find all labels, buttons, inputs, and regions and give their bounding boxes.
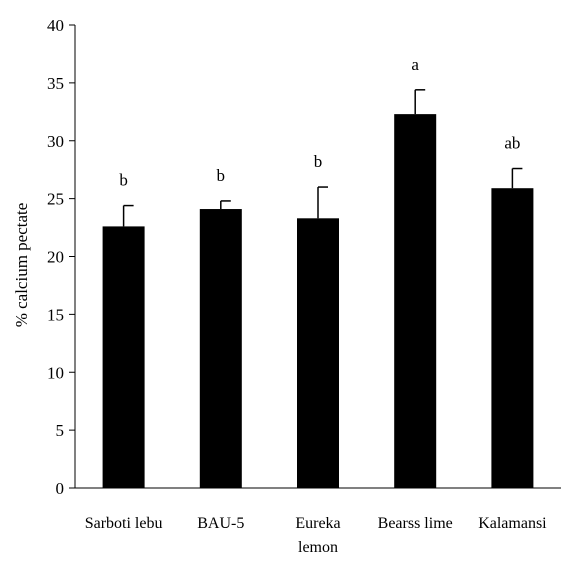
y-tick-label: 10 <box>47 363 64 382</box>
bar <box>491 188 534 488</box>
y-tick-label: 15 <box>47 305 64 324</box>
significance-label: ab <box>504 134 520 153</box>
y-tick-label: 25 <box>47 190 64 209</box>
significance-label: a <box>411 55 419 74</box>
y-tick-label: 40 <box>47 16 64 35</box>
bar <box>199 209 242 489</box>
x-tick-label: lemon <box>298 539 338 556</box>
x-tick-label: Kalamansi <box>478 515 547 532</box>
significance-label: b <box>217 166 226 185</box>
y-tick-label: 0 <box>56 479 65 498</box>
y-tick-label: 35 <box>47 74 64 93</box>
x-tick-label: BAU-5 <box>197 515 244 532</box>
x-tick-label: Sarboti lebu <box>85 515 163 532</box>
labels: 0 5 10 15 20 25 30 35 40 b Sarboti lebu b BAU-5 b Eure… <box>47 16 547 556</box>
significance-label: b <box>314 152 323 171</box>
bar <box>102 226 145 488</box>
y-tick-label: 20 <box>47 248 64 267</box>
x-tick-label: Bearss lime <box>378 515 453 532</box>
y-tick-label: 30 <box>47 132 64 151</box>
bar <box>297 218 339 489</box>
bars <box>102 89 534 489</box>
y-axis-label: % calcium pectate <box>12 203 31 328</box>
y-tick-label: 5 <box>56 421 65 440</box>
x-tick-label: Eureka <box>295 515 340 532</box>
bar <box>394 114 437 488</box>
significance-label: b <box>119 171 128 190</box>
